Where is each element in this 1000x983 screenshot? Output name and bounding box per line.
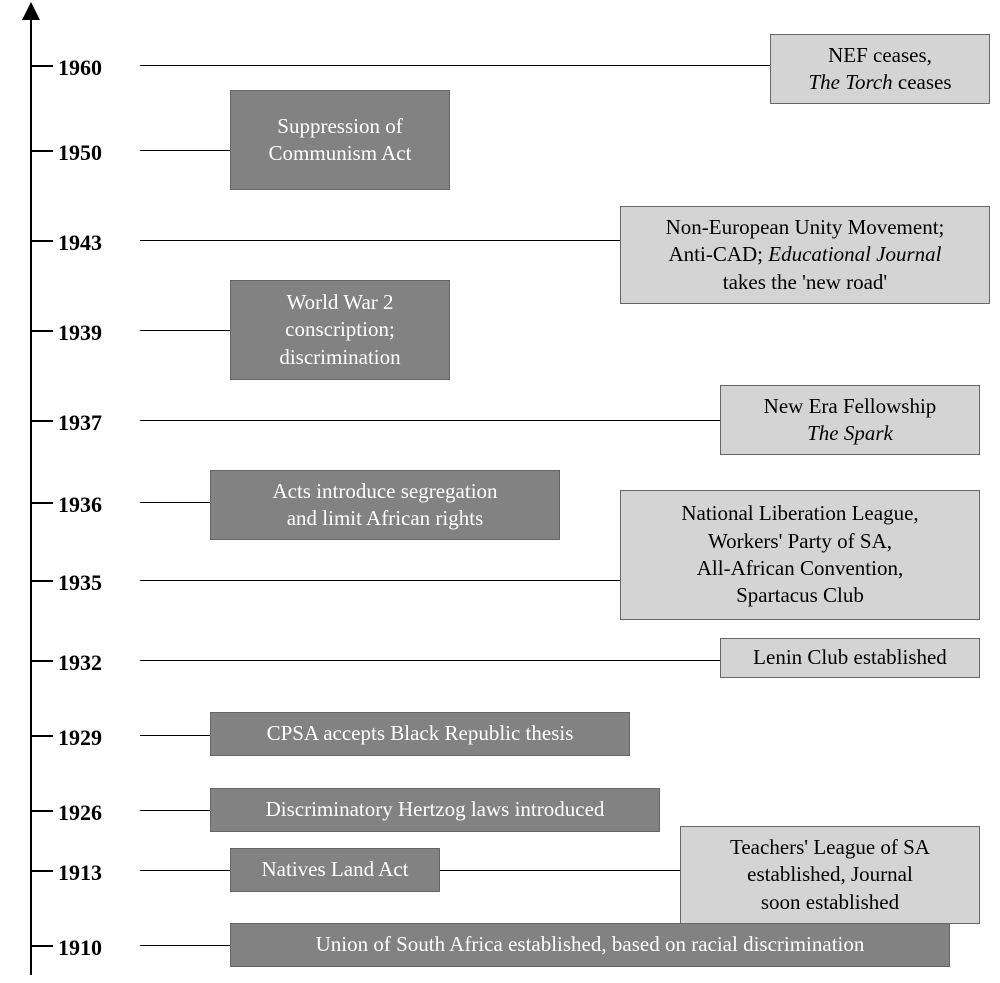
event-text: Spartacus Club <box>736 583 864 607</box>
event-box-content: Discriminatory Hertzog laws introduced <box>266 796 605 823</box>
event-text: Discriminatory Hertzog laws introduced <box>266 797 605 821</box>
event-box-content: National Liberation League, Workers' Part… <box>681 500 918 609</box>
event-box-content: Acts introduce segregation and limit Afri… <box>272 478 497 533</box>
event-text: Non-European Unity Movement; <box>666 215 945 239</box>
event-box-content: Suppression of Communism Act <box>269 113 412 168</box>
event-box-content: Union of South Africa established, based… <box>316 931 865 958</box>
event-text: Natives Land Act <box>262 857 409 881</box>
event-text: established, Journal <box>747 862 913 886</box>
year-label: 1913 <box>58 860 102 886</box>
event-box: Discriminatory Hertzog laws introduced <box>210 788 660 832</box>
event-text: Suppression of <box>277 114 402 138</box>
event-box: Lenin Club established <box>720 638 980 678</box>
event-text: CPSA accepts Black Republic thesis <box>267 721 574 745</box>
year-tick <box>31 65 53 67</box>
connector-line <box>140 870 230 871</box>
event-text: Communism Act <box>269 141 412 165</box>
year-label: 1960 <box>58 55 102 81</box>
event-text: NEF ceases, <box>828 43 932 67</box>
year-tick <box>31 810 53 812</box>
year-label: 1926 <box>58 800 102 826</box>
event-box: Natives Land Act <box>230 848 440 892</box>
year-tick <box>31 420 53 422</box>
year-label: 1937 <box>58 410 102 436</box>
connector-line <box>140 65 770 66</box>
year-label: 1929 <box>58 725 102 751</box>
event-text: The Torch <box>808 70 892 94</box>
event-box: National Liberation League, Workers' Part… <box>620 490 980 620</box>
year-tick <box>31 150 53 152</box>
event-text: New Era Fellowship <box>764 394 937 418</box>
event-text: soon established <box>761 890 899 914</box>
event-text: Educational Journal <box>768 242 941 266</box>
timeline-diagram: 1960 1950 1943 1939 1937 1936 1935 1932 1929 1926… <box>0 0 1000 983</box>
connector-line <box>140 502 210 503</box>
connector-line <box>140 150 230 151</box>
event-text: conscription; <box>285 317 395 341</box>
year-tick <box>31 330 53 332</box>
year-tick <box>31 502 53 504</box>
event-text: National Liberation League, <box>681 501 918 525</box>
event-text: Anti-CAD; <box>669 242 769 266</box>
event-box: Union of South Africa established, based… <box>230 923 950 967</box>
event-box-content: Non-European Unity Movement; Anti-CAD; Ed… <box>666 214 945 296</box>
event-text: World War 2 <box>286 290 393 314</box>
event-text: discrimination <box>279 345 400 369</box>
year-label: 1932 <box>58 650 102 676</box>
event-text: Workers' Party of SA, <box>708 529 892 553</box>
event-box-content: Lenin Club established <box>753 644 947 671</box>
connector-line <box>140 735 210 736</box>
event-text: ceases <box>893 70 952 94</box>
year-tick <box>31 945 53 947</box>
event-text: All-African Convention, <box>697 556 903 580</box>
event-text: Lenin Club established <box>753 645 947 669</box>
year-tick <box>31 660 53 662</box>
event-box: Acts introduce segregation and limit Afri… <box>210 470 560 540</box>
event-box: World War 2 conscription; discrimination <box>230 280 450 380</box>
event-box: CPSA accepts Black Republic thesis <box>210 712 630 756</box>
event-box-content: CPSA accepts Black Republic thesis <box>267 720 574 747</box>
event-text: Teachers' League of SA <box>730 835 930 859</box>
event-box: New Era Fellowship The Spark <box>720 385 980 455</box>
event-box: Suppression of Communism Act <box>230 90 450 190</box>
year-label: 1935 <box>58 570 102 596</box>
year-label: 1936 <box>58 492 102 518</box>
event-box-content: New Era Fellowship The Spark <box>764 393 937 448</box>
year-tick <box>31 240 53 242</box>
connector-line <box>140 330 230 331</box>
event-text: Union of South Africa established, based… <box>316 932 865 956</box>
connector-line <box>140 810 210 811</box>
timeline-arrow-icon <box>22 2 40 20</box>
event-box: Non-European Unity Movement; Anti-CAD; Ed… <box>620 206 990 304</box>
connector-line <box>140 660 720 661</box>
timeline-axis <box>30 15 32 975</box>
connector-line <box>440 870 680 871</box>
year-label: 1910 <box>58 935 102 961</box>
event-box-content: NEF ceases, The Torch ceases <box>808 42 951 97</box>
year-label: 1943 <box>58 230 102 256</box>
year-tick <box>31 870 53 872</box>
year-tick <box>31 580 53 582</box>
event-box-content: World War 2 conscription; discrimination <box>279 289 400 371</box>
event-box-content: Teachers' League of SA established, Journ… <box>730 834 930 916</box>
event-text: Acts introduce segregation <box>272 479 497 503</box>
connector-line <box>140 945 230 946</box>
connector-line <box>140 580 620 581</box>
event-text: and limit African rights <box>287 506 484 530</box>
event-box: Teachers' League of SA established, Journ… <box>680 826 980 924</box>
event-box: NEF ceases, The Torch ceases <box>770 34 990 104</box>
event-text: The Spark <box>807 421 893 445</box>
year-tick <box>31 735 53 737</box>
event-box-content: Natives Land Act <box>262 856 409 883</box>
connector-line <box>140 420 720 421</box>
year-label: 1939 <box>58 320 102 346</box>
event-text: takes the 'new road' <box>723 270 887 294</box>
connector-line <box>140 240 620 241</box>
year-label: 1950 <box>58 140 102 166</box>
